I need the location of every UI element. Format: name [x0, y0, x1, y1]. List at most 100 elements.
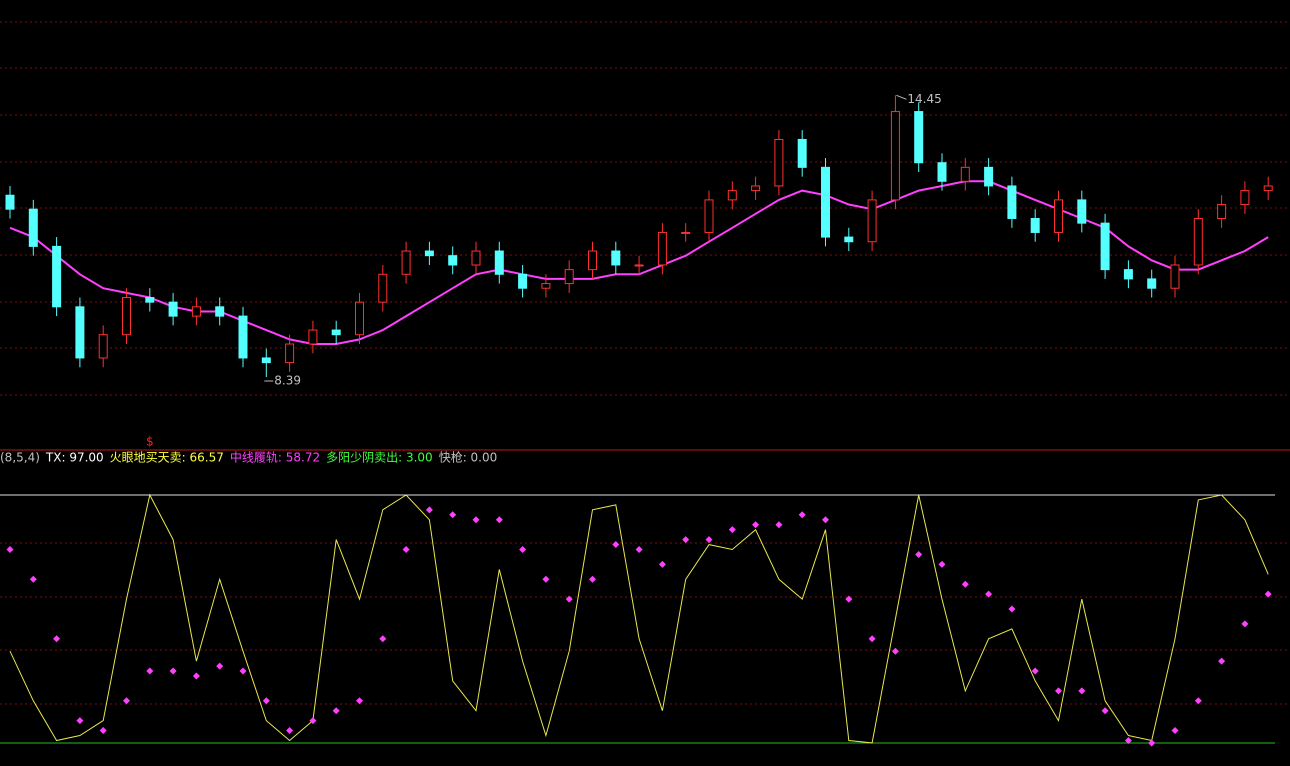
candle-body: [28, 208, 38, 247]
candle-body: [401, 250, 411, 275]
indicator-dot: [123, 697, 130, 705]
indicator-dot: [658, 560, 666, 568]
candle-body: [308, 329, 318, 345]
indicator-dot: [402, 546, 410, 554]
candle-body: [681, 231, 691, 234]
indicator-dot: [519, 546, 527, 554]
candle-body: [751, 185, 761, 192]
candle-body: [378, 273, 388, 303]
candle-body: [518, 273, 528, 289]
indicator-dot: [146, 667, 154, 675]
candle-body: [355, 301, 364, 336]
indicator-dot: [682, 536, 690, 544]
indicator-dot: [1008, 605, 1016, 613]
indicator-dot: [425, 506, 433, 514]
candle-body: [960, 166, 970, 182]
candle-body: [261, 357, 271, 364]
high-pointer: [896, 94, 907, 100]
candle-body: [52, 245, 62, 308]
indicator-dot: [286, 727, 294, 735]
indicator-dot: [332, 707, 340, 715]
candle-body: [285, 343, 295, 364]
indicator-dot: [1031, 667, 1039, 675]
indicator-dot: [449, 511, 457, 519]
indicator-dot: [1218, 657, 1226, 665]
candle-body: [424, 250, 434, 257]
candle-body: [1077, 199, 1087, 224]
candle-body: [215, 306, 225, 317]
candle-body: [564, 269, 574, 285]
candle-body: [168, 301, 178, 317]
candle-body: [774, 138, 784, 187]
candle-body: [611, 250, 621, 266]
indicator-dot: [775, 521, 783, 529]
indicator-dot: [53, 635, 61, 643]
candle-body: [448, 255, 458, 266]
indicator-dot: [309, 717, 317, 725]
candle-body: [191, 306, 201, 317]
indicator-dot: [728, 526, 736, 534]
candle-body: [727, 190, 737, 201]
indicator-dot: [868, 635, 876, 643]
indicator-dot: [938, 560, 946, 568]
candle-body: [145, 297, 155, 303]
indicator-dot: [891, 647, 899, 655]
candle-body: [984, 166, 994, 187]
legend-entry: (8,5,4): [0, 451, 40, 465]
indicator-dot: [915, 550, 923, 558]
high-label: 14.45: [907, 92, 941, 106]
candle-body: [494, 250, 504, 275]
candle-body: [704, 199, 714, 233]
candle-body: [5, 194, 15, 210]
candle-body: [471, 250, 481, 266]
legend-entry: 火眼地买天卖: 66.57: [110, 451, 224, 465]
candle-body: [797, 138, 807, 168]
candle-body: [890, 111, 900, 201]
candle-body: [634, 264, 644, 267]
candle-body: [1100, 222, 1110, 271]
indicator-dot: [985, 590, 993, 598]
legend-entry: 中线履轨: 58.72: [230, 450, 320, 465]
candle-body: [867, 199, 877, 243]
indicator-dot: [1194, 697, 1202, 705]
candle-body: [1263, 185, 1273, 192]
indicator-dot: [589, 575, 596, 583]
indicator-dot: [379, 635, 387, 643]
indicator-dot: [239, 667, 247, 675]
candle-body: [331, 329, 341, 336]
legend-entry: 快枪: 0.00: [439, 450, 498, 465]
candle-body: [122, 297, 131, 336]
grid: [0, 21, 1290, 705]
indicator-dot: [822, 516, 829, 524]
candle-body: [1193, 217, 1203, 266]
indicator-dot: [798, 511, 806, 519]
indicator-dot: [192, 672, 200, 680]
candle-body: [1170, 264, 1180, 289]
low-label: 8.39: [274, 374, 301, 388]
candle-body: [1217, 204, 1227, 219]
candle-body: [1123, 269, 1133, 280]
indicator-dot: [542, 575, 550, 583]
indicator-dot: [495, 516, 503, 524]
indicator-dot: [6, 546, 14, 554]
indicator-dot: [1124, 736, 1132, 744]
legend-entry: TX: 97.00: [45, 451, 104, 465]
legend-entry: 多阳少阴卖出: 3.00: [326, 451, 433, 465]
candle-body: [541, 283, 551, 289]
candle-body: [657, 231, 667, 266]
indicator-dot: [76, 717, 84, 725]
candle-body: [937, 162, 947, 182]
indicator-dot: [262, 697, 270, 705]
candle-body: [238, 315, 248, 359]
candle-body: [588, 250, 597, 271]
candle-body: [821, 166, 830, 238]
candle-body: [1030, 217, 1040, 233]
indicator-dot: [961, 580, 969, 588]
indicator-dot: [1148, 739, 1156, 747]
indicator-dot: [612, 541, 620, 549]
indicator-dot: [635, 546, 643, 554]
indicator-dot: [169, 667, 177, 675]
indicator-line: [9, 493, 1269, 744]
